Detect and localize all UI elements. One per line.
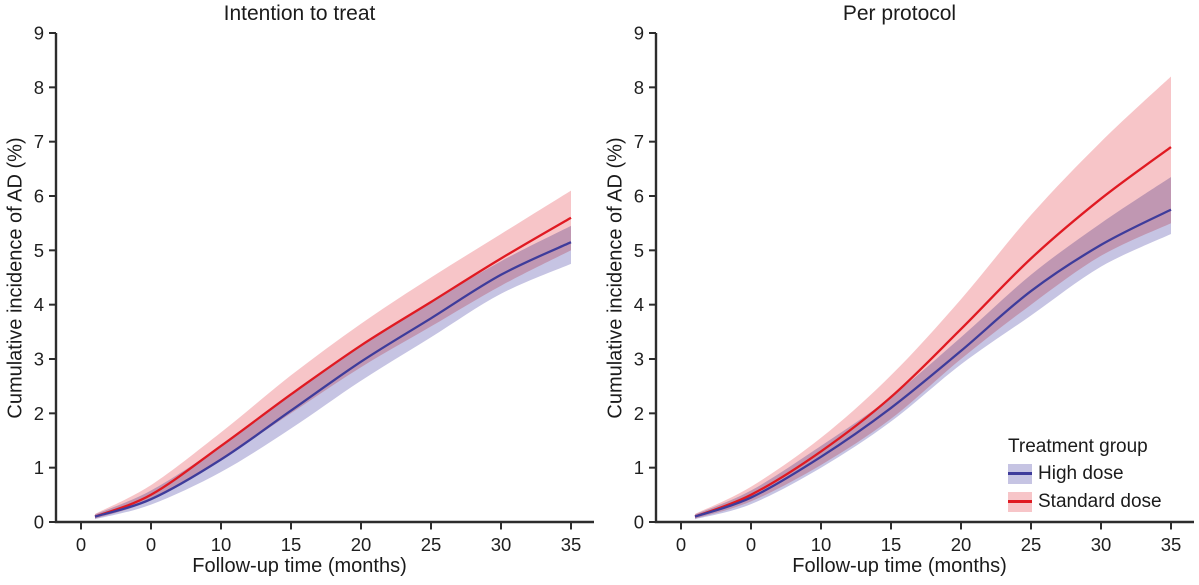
x-tick-label: 25: [1021, 534, 1042, 555]
legend-item-high-dose: High dose: [1008, 463, 1162, 484]
x-tick-label: 25: [421, 534, 442, 555]
x-tick-label: 20: [951, 534, 972, 555]
y-tick-label: 8: [634, 77, 644, 98]
legend-label-high-dose: High dose: [1038, 462, 1124, 484]
ci-band-standard-dose: [695, 76, 1171, 519]
y-tick-label: 7: [34, 131, 44, 152]
y-tick-label: 6: [634, 186, 644, 207]
ci-band-high-dose: [695, 177, 1171, 520]
legend-item-standard-dose: Standard dose: [1008, 491, 1162, 512]
y-tick-label: 5: [34, 240, 44, 261]
legend-label-standard-dose: Standard dose: [1038, 490, 1162, 512]
y-tick-label: 8: [34, 77, 44, 98]
x-axis-label-left: Follow-up time (months): [192, 555, 407, 577]
y-tick-label: 7: [634, 131, 644, 152]
x-tick-label: 35: [561, 534, 582, 555]
y-tick-label: 3: [634, 349, 644, 370]
x-tick-label: 0: [676, 534, 686, 555]
y-tick-label: 4: [634, 294, 644, 315]
panel-per-protocol: 0 1 2 3 4 5 6 7 8 9 0 0 10 15 20 25 30 35: [634, 23, 1194, 555]
x-tick-label: 15: [281, 534, 302, 555]
x-tick-label: 30: [491, 534, 512, 555]
high-dose-swatch-icon: [1008, 463, 1032, 484]
ci-band-standard-dose: [95, 190, 571, 519]
x-tick-label: 10: [211, 534, 232, 555]
x-tick-label: 30: [1091, 534, 1112, 555]
standard-dose-swatch-icon: [1008, 491, 1032, 512]
legend-title: Treatment group: [1008, 436, 1148, 457]
panel-title-per-protocol: Per protocol: [842, 2, 957, 25]
curve-standard-dose: [94, 216, 572, 518]
y-axis-label-right: Cumulative incidence of AD (%): [604, 137, 627, 419]
legend: Treatment group High dose Standard dose: [1008, 436, 1162, 519]
x-tick-label: 0: [146, 534, 156, 555]
curve-high-dose: [94, 241, 572, 518]
x-tick-label: 20: [351, 534, 372, 555]
y-tick-label: 0: [634, 512, 644, 533]
y-tick-label: 3: [34, 349, 44, 370]
x-axis-label-right: Follow-up time (months): [792, 555, 1007, 577]
y-tick-label: 1: [34, 457, 44, 478]
panel-title-intention-to-treat: Intention to treat: [223, 2, 376, 25]
curve-high-dose: [694, 208, 1172, 518]
y-tick-label: 6: [34, 186, 44, 207]
ci-band-high-dose: [95, 225, 571, 520]
y-tick-label: 1: [634, 457, 644, 478]
panel-intention-to-treat: 0 1 2 3 4 5 6 7 8 9 0 0 10 15 20 25 30 35: [34, 23, 594, 555]
y-axis-label-left: Cumulative incidence of AD (%): [4, 137, 27, 419]
x-tick-label: 0: [746, 534, 756, 555]
x-tick-label: 35: [1161, 534, 1182, 555]
y-tick-label: 9: [34, 23, 44, 44]
curve-standard-dose: [694, 146, 1172, 518]
y-tick-label: 5: [634, 240, 644, 261]
x-tick-label: 10: [811, 534, 832, 555]
y-tick-label: 2: [634, 403, 644, 424]
x-tick-label: 0: [76, 534, 86, 555]
y-tick-label: 0: [34, 512, 44, 533]
y-tick-label: 9: [634, 23, 644, 44]
y-tick-label: 2: [34, 403, 44, 424]
x-tick-label: 15: [881, 534, 902, 555]
y-tick-label: 4: [34, 294, 44, 315]
